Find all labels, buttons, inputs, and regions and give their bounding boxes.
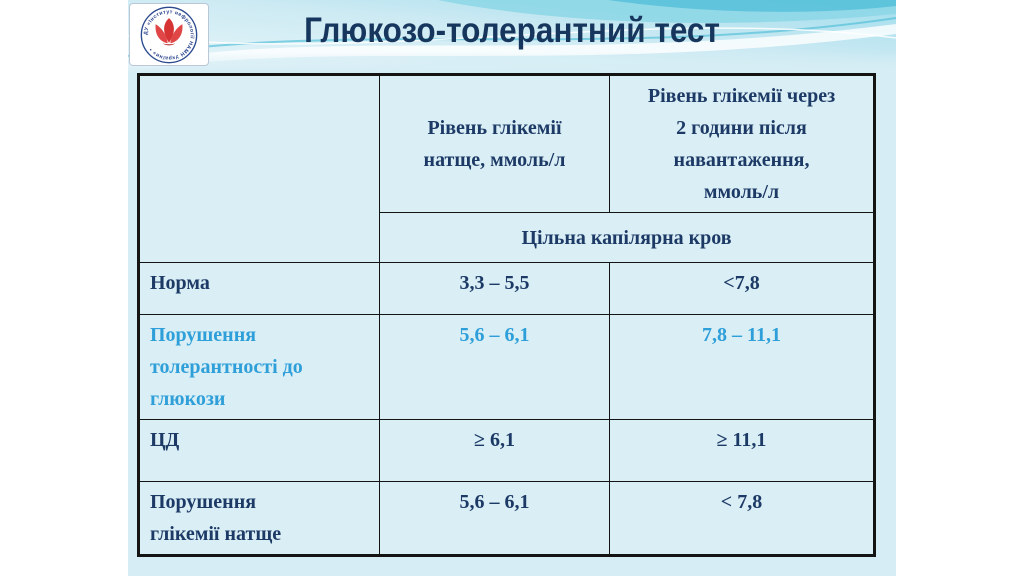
- subheader-capillary-blood-cell: Цільна капілярна кров: [379, 212, 875, 263]
- header-empty-cell: [138, 74, 380, 263]
- after-load-value: < 7,8: [609, 481, 875, 556]
- row-label: Норма: [138, 262, 380, 315]
- fasting-value: 5,6 – 6,1: [379, 481, 610, 556]
- slide-title: Глюкозо-толерантний тест: [304, 11, 720, 50]
- row-label: Порушення толерантності до глюкози: [138, 314, 380, 420]
- row-label: ЦД: [138, 419, 380, 482]
- fasting-value: 3,3 – 5,5: [379, 262, 610, 315]
- table-header-row: Рівень глікемії натще, ммоль/л Рівень гл…: [138, 74, 875, 263]
- header-fasting-cell: Рівень глікемії натще, ммоль/л: [379, 74, 610, 213]
- after-load-value: 7,8 – 11,1: [609, 314, 875, 420]
- title-banner: Глюкозо-толерантний тест: [128, 0, 896, 72]
- red-tulip-icon: [155, 17, 183, 45]
- header-after-load-cell: Рівень глікемії через 2 години після нав…: [609, 74, 875, 213]
- after-load-value: <7,8: [609, 262, 875, 315]
- banner-waves-graphic: [128, 0, 896, 72]
- fasting-value: ≥ 6,1: [379, 419, 610, 482]
- institute-logo: ДУ «Інститут нефрології НАМН України» •: [129, 3, 209, 66]
- table-row-diabetes: ЦД ≥ 6,1 ≥ 11,1: [138, 419, 875, 482]
- glucose-tolerance-table: Рівень глікемії натще, ммоль/л Рівень гл…: [137, 73, 876, 557]
- table-subheader-row: Цільна капілярна кров: [139, 212, 875, 263]
- table-row-fasting-glycemia-impairment: Порушення глікемії натще 5,6 – 6,1 < 7,8: [138, 481, 875, 556]
- table-row-norma: Норма 3,3 – 5,5 <7,8: [138, 262, 875, 315]
- after-load-value: ≥ 11,1: [609, 419, 875, 482]
- institute-emblem-icon: ДУ «Інститут нефрології НАМН України» •: [140, 6, 198, 63]
- slide-canvas: Глюкозо-толерантний тест ДУ «Інститут не…: [128, 0, 896, 576]
- table-row-tolerance-impairment: Порушення толерантності до глюкози 5,6 –…: [138, 314, 875, 420]
- fasting-value: 5,6 – 6,1: [379, 314, 610, 420]
- row-label: Порушення глікемії натще: [138, 481, 380, 556]
